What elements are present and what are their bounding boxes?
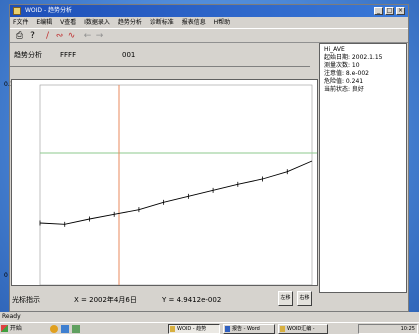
move-left-button[interactable]: 左移: [278, 291, 293, 306]
panel-header: 趋势分析 FFFF 001: [10, 44, 310, 67]
panel-title: 趋势分析: [14, 51, 42, 59]
taskbar-item-word[interactable]: 报告 - Word: [223, 324, 275, 334]
folder-icon: [170, 326, 175, 332]
plot-frame: [39, 84, 313, 286]
draw-line-icon[interactable]: /: [45, 31, 50, 41]
trend-plot[interactable]: [11, 79, 318, 286]
menu-view[interactable]: V查看: [60, 19, 77, 26]
desktop-quick-icon[interactable]: [61, 325, 69, 333]
minimize-button[interactable]: _: [374, 7, 383, 15]
folder-icon: [280, 326, 285, 332]
y-axis-top-label: 0.15: [4, 81, 17, 88]
toolbar: ⎙ ? / ∾ ∿ ← →: [10, 28, 408, 43]
redo-icon[interactable]: →: [95, 31, 104, 41]
windows-logo-icon: [1, 325, 8, 332]
menu-help[interactable]: H帮助: [213, 19, 231, 26]
taskbar: 开始 WOID - 趋势 报告 - Word WOID汇编 - 10:25: [0, 322, 419, 334]
menu-file[interactable]: F文件: [13, 19, 29, 26]
cursor-y-value: Y = 4.9412e-002: [162, 296, 222, 304]
system-tray: 10:25: [358, 324, 418, 334]
window-title: WOID - 趋势分析: [25, 7, 73, 14]
close-button[interactable]: ×: [396, 7, 405, 15]
info-start-date: 起始日期: 2002.1.15: [324, 54, 383, 61]
menu-data-entry[interactable]: I数据录入: [84, 19, 110, 26]
info-status: 当前状态: 良好: [324, 86, 364, 93]
start-label: 开始: [9, 325, 22, 332]
trend-chart[interactable]: [12, 80, 317, 286]
cursor-x-value: X = 2002年4月6日: [74, 296, 137, 304]
info-danger-value: 危险值: 0.241: [324, 78, 364, 85]
info-panel: Hi_AVE 起始日期: 2002.1.15 测量次数: 10 注意值: 8.e…: [319, 43, 407, 293]
panel-code-2: 001: [122, 51, 136, 59]
menu-standard[interactable]: 诊断标准: [149, 19, 174, 26]
fit-curve-icon[interactable]: ∿: [67, 31, 76, 41]
taskbar-item-trend[interactable]: WOID - 趋势: [168, 324, 220, 334]
undo-icon[interactable]: ←: [83, 31, 92, 41]
info-name: Hi_AVE: [324, 46, 345, 53]
status-bar: Ready: [0, 312, 419, 322]
panel-code-1: FFFF: [60, 51, 77, 59]
taskbar-item-woid[interactable]: WOID汇编 -: [278, 324, 328, 334]
menu-trend[interactable]: 趋势分析: [117, 19, 142, 26]
app-icon: [13, 7, 21, 15]
trend-series-line: [39, 160, 313, 225]
taskbar-item-label: WOID - 趋势: [177, 326, 207, 332]
title-bar[interactable]: WOID - 趋势分析 _ □ ×: [10, 5, 408, 17]
start-button[interactable]: 开始: [1, 324, 29, 334]
maximize-button[interactable]: □: [385, 7, 394, 15]
browser-quick-icon[interactable]: [50, 325, 58, 333]
cursor-label: 光标指示: [12, 296, 40, 304]
word-icon: [225, 326, 230, 332]
move-right-button[interactable]: 右移: [297, 291, 312, 306]
help-cursor-icon[interactable]: ?: [30, 31, 35, 41]
menu-edit[interactable]: E编辑: [36, 19, 53, 26]
taskbar-item-label: WOID汇编 -: [287, 326, 315, 332]
menu-report[interactable]: 报表信息: [181, 19, 206, 26]
app-window: WOID - 趋势分析 _ □ × F文件 E编辑 V查看 I数据录入 趋势分析…: [4, 4, 409, 312]
info-warning-value: 注意值: 8.e-002: [324, 70, 369, 77]
print-icon[interactable]: ⎙: [15, 31, 24, 41]
status-text: Ready: [2, 313, 21, 320]
taskbar-item-label: 报告 - Word: [232, 326, 260, 332]
media-quick-icon[interactable]: [72, 325, 80, 333]
y-axis-bottom-label: 0: [4, 272, 8, 279]
menu-bar: F文件 E编辑 V查看 I数据录入 趋势分析 诊断标准 报表信息 H帮助: [10, 17, 408, 28]
cursor-readout: 光标指示 X = 2002年4月6日 Y = 4.9412e-002 左移 右移: [10, 288, 319, 312]
clock[interactable]: 10:25: [400, 326, 415, 332]
draw-curve-icon[interactable]: ∾: [55, 31, 64, 41]
info-count: 测量次数: 10: [324, 62, 360, 69]
